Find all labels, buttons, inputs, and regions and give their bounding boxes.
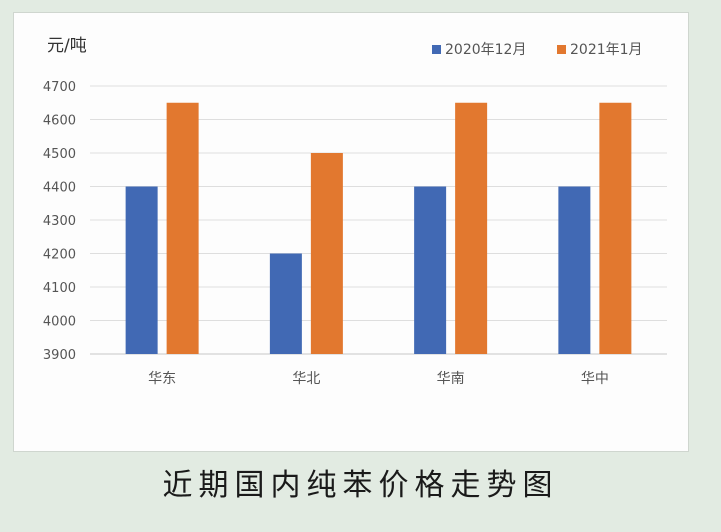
- bar-华北-2020年12月: [269, 253, 302, 354]
- bars: [125, 102, 632, 354]
- y-tick-label: 4700: [43, 80, 76, 95]
- bar-华南-2020年12月: [414, 186, 447, 354]
- chart-card: 3900 4000 4100 4200 4300 4400 4500 4600 4700 华东华…: [13, 12, 689, 452]
- bar-华北-2021年1月: [310, 153, 343, 354]
- bar-华南-2021年1月: [455, 102, 488, 354]
- y-tick-label: 4500: [43, 147, 76, 162]
- figure-caption: 近期国内纯苯价格走势图: [162, 468, 559, 503]
- y-tick-label: 4300: [43, 214, 76, 229]
- x-tick-label: 华东: [148, 371, 176, 387]
- bar-chart: 390040004100420043004400450046004700 华东华…: [43, 36, 667, 387]
- legend: 2020年12月 2021年1月: [432, 42, 643, 58]
- y-tick-label: 4400: [43, 181, 76, 196]
- bar-华东-2020年12月: [125, 186, 158, 354]
- x-tick-label: 华中: [581, 371, 609, 387]
- y-tick-label: 4100: [43, 281, 76, 296]
- y-tick-label: 4000: [43, 315, 76, 330]
- legend-label: 2021年1月: [570, 42, 643, 58]
- legend-swatch: [557, 45, 566, 54]
- x-tick-label: 华北: [292, 371, 320, 387]
- bar-华中-2020年12月: [558, 186, 591, 354]
- y-tick-label: 4600: [43, 114, 76, 129]
- x-tick-label: 华南: [437, 371, 465, 387]
- bar-华中-2021年1月: [599, 102, 632, 354]
- y-axis-label: 元/吨: [47, 36, 87, 56]
- legend-swatch: [432, 45, 441, 54]
- x-axis-ticks: 华东 华北 华南 华中: [148, 371, 609, 387]
- y-tick-label: 4200: [43, 248, 76, 263]
- y-axis-ticks: 3900 4000 4100 4200 4300 4400 4500 4600 4700: [43, 80, 76, 363]
- bar-华东-2021年1月: [166, 102, 199, 354]
- legend-label: 2020年12月: [445, 42, 526, 58]
- y-tick-label: 3900: [43, 348, 76, 363]
